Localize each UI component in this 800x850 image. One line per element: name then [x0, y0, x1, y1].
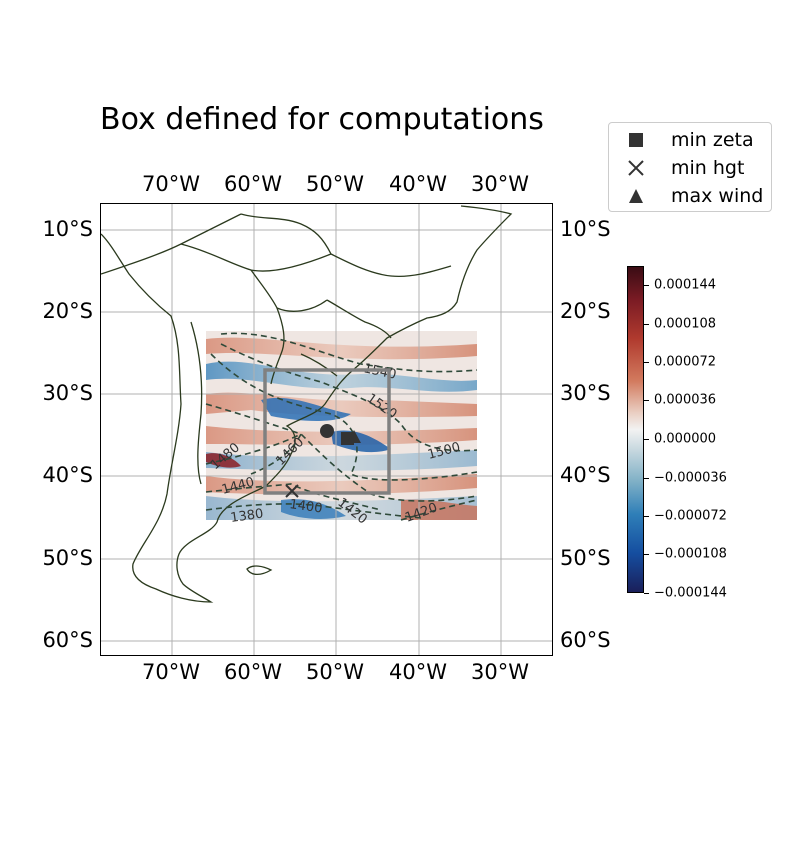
legend-item-min-hgt: min hgt	[609, 155, 773, 181]
lat-tick-right-30s: 30°S	[560, 381, 611, 405]
colorbar-tick	[644, 324, 649, 325]
lat-tick-left-50s: 50°S	[42, 546, 93, 570]
lat-tick-right-50s: 50°S	[560, 546, 611, 570]
colorbar-label: −0.000072	[654, 508, 727, 524]
circle-marker	[320, 424, 334, 438]
lat-tick-left-20s: 20°S	[42, 299, 93, 323]
colorbar-label: 0.000036	[654, 392, 717, 408]
lat-tick-left-60s: 60°S	[42, 628, 93, 652]
colorbar-tick	[644, 400, 649, 401]
colorbar-tick	[644, 362, 649, 363]
lon-tick-top-70w: 70°W	[142, 172, 200, 196]
square-icon	[629, 133, 643, 147]
min-hgt-marker	[285, 484, 299, 498]
legend-item-max-wind: max wind	[609, 183, 773, 209]
lat-tick-right-20s: 20°S	[560, 299, 611, 323]
contour-label-1380: 1380	[229, 507, 264, 526]
colorbar-label: 0.000072	[654, 354, 717, 370]
colorbar-tick	[644, 554, 649, 555]
lon-tick-top-50w: 50°W	[306, 172, 364, 196]
lon-tick-bottom-50w: 50°W	[306, 660, 364, 684]
colorbar	[627, 266, 644, 593]
lon-tick-top-30w: 30°W	[471, 172, 529, 196]
lat-tick-right-40s: 40°S	[560, 463, 611, 487]
lon-tick-bottom-60w: 60°W	[224, 660, 282, 684]
vorticity-field	[206, 331, 477, 520]
lon-tick-bottom-30w: 30°W	[471, 660, 529, 684]
coastlines	[101, 205, 513, 603]
legend-label: min hgt	[671, 157, 745, 179]
colorbar-tick	[644, 516, 649, 517]
colorbar-label: −0.000144	[654, 585, 727, 601]
contour-label-1400: 1400	[288, 497, 323, 516]
legend: min zeta min hgt max wind	[608, 122, 772, 212]
map-canvas: 1540 1520 1500 1480 1460 1440 1400 1420 …	[101, 204, 552, 655]
x-mark-icon	[628, 160, 644, 176]
lon-tick-bottom-70w: 70°W	[142, 660, 200, 684]
colorbar-tick	[644, 478, 649, 479]
lon-tick-bottom-40w: 40°W	[389, 660, 447, 684]
graticule	[101, 204, 552, 655]
contour-label-group: 1540 1520 1500 1480 1460 1440 1400 1420 …	[208, 361, 462, 527]
max-wind-marker	[347, 430, 361, 443]
colorbar-label: −0.000036	[654, 470, 727, 486]
lat-tick-right-10s: 10°S	[560, 217, 611, 241]
colorbar-label: −0.000108	[654, 546, 727, 562]
colorbar-label: 0.000144	[654, 277, 717, 293]
triangle-icon	[629, 189, 643, 203]
lon-tick-top-60w: 60°W	[224, 172, 282, 196]
legend-label: min zeta	[671, 129, 754, 151]
legend-label: max wind	[671, 185, 764, 207]
map-panel: 1540 1520 1500 1480 1460 1440 1400 1420 …	[100, 203, 553, 656]
lat-tick-left-40s: 40°S	[42, 463, 93, 487]
colorbar-label: 0.000000	[654, 431, 717, 447]
lon-tick-top-40w: 40°W	[389, 172, 447, 196]
colorbar-label: 0.000108	[654, 316, 717, 332]
legend-item-min-zeta: min zeta	[609, 127, 773, 153]
figure-title: Box defined for computations	[100, 102, 544, 137]
computation-box	[263, 368, 391, 495]
colorbar-tick	[644, 439, 649, 440]
lat-tick-left-30s: 30°S	[42, 381, 93, 405]
lat-tick-left-10s: 10°S	[42, 217, 93, 241]
colorbar-tick	[644, 285, 649, 286]
colorbar-tick	[644, 593, 649, 594]
lat-tick-right-60s: 60°S	[560, 628, 611, 652]
